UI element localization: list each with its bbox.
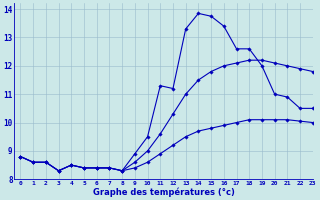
- X-axis label: Graphe des températures (°c): Graphe des températures (°c): [92, 187, 234, 197]
